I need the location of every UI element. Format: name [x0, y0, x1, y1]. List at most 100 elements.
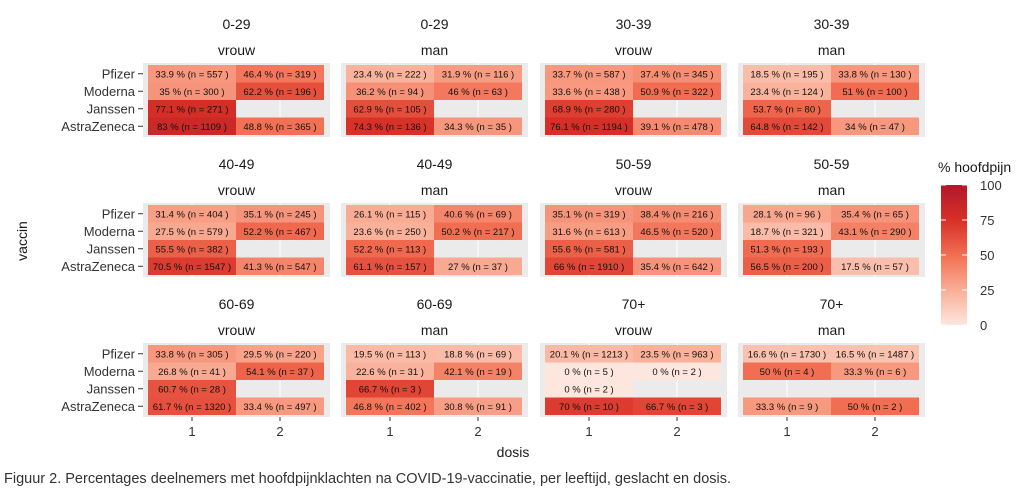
- cell-label: 46.8 % (n = 402 ): [353, 402, 426, 413]
- cell-label: 0 % (n = 2 ): [652, 367, 701, 378]
- cell-label: 33.8 % (n = 130 ): [838, 69, 911, 80]
- cell-label: 0 % (n = 2 ): [564, 384, 613, 395]
- heatmap-cell: [831, 362, 919, 380]
- panel-sex-title: vrouw: [615, 42, 653, 58]
- panel-age-title: 50-59: [814, 156, 850, 172]
- heatmap-cell: [831, 397, 919, 415]
- cell-label: 33.9 % (n = 557 ): [155, 69, 228, 80]
- heatmap-cell: [743, 257, 831, 275]
- cell-label: 34.3 % (n = 35 ): [444, 122, 512, 133]
- x-tick-label: 2: [871, 424, 878, 439]
- panel-age-title: 70+: [820, 296, 844, 312]
- heatmap-cell: [545, 257, 633, 275]
- heatmap-cell: [346, 82, 434, 100]
- legend-tick-label: 50: [980, 248, 994, 263]
- cell-label: 23.5 % (n = 963 ): [640, 349, 713, 360]
- heatmap-cell: [831, 82, 919, 100]
- heatmap-cell: [148, 257, 236, 275]
- heatmap-cell: [434, 222, 522, 240]
- legend-tick-label: 75: [980, 213, 994, 228]
- cell-label: 18.8 % (n = 69 ): [444, 349, 512, 360]
- heatmap-cell: [831, 117, 919, 135]
- y-tick-label: Janssen: [87, 241, 135, 256]
- cell-label: 23.6 % (n = 250 ): [353, 227, 426, 238]
- panel-sex-title: man: [421, 322, 448, 338]
- cell-label: 62.9 % (n = 105 ): [353, 104, 426, 115]
- heatmap-cell: [346, 380, 434, 398]
- x-tick-label: 1: [585, 424, 592, 439]
- heatmap-cell: [743, 397, 831, 415]
- heatmap-cell: [743, 82, 831, 100]
- heatmap-cell: [831, 205, 919, 223]
- heatmap-cell: [831, 345, 919, 363]
- cell-label: 70 % (n = 10 ): [559, 402, 619, 413]
- cell-label: 20.1 % (n = 1213 ): [550, 349, 628, 360]
- heatmap-cell: [434, 345, 522, 363]
- heatmap-cell: [831, 65, 919, 83]
- x-tick-label: 2: [474, 424, 481, 439]
- heatmap-cell: [346, 117, 434, 135]
- cell-label: 66.7 % (n = 3 ): [359, 384, 422, 395]
- cell-label: 40.6 % (n = 69 ): [444, 209, 512, 220]
- heatmap-cell: [148, 362, 236, 380]
- heatmap-cell: [545, 397, 633, 415]
- panel-sex-title: man: [818, 182, 845, 198]
- cell-label: 55.6 % (n = 581 ): [552, 244, 625, 255]
- cell-label: 50 % (n = 4 ): [760, 367, 815, 378]
- heatmap-cell: [633, 257, 721, 275]
- heatmap-cell: [434, 397, 522, 415]
- cell-label: 61.1 % (n = 157 ): [353, 262, 426, 273]
- heatmap-cell: [633, 117, 721, 135]
- cell-label: 27 % (n = 37 ): [448, 262, 508, 273]
- heatmap-cell: [633, 397, 721, 415]
- heatmap-cell: [743, 100, 831, 118]
- cell-label: 53.7 % (n = 80 ): [753, 104, 821, 115]
- heatmap-cell: [346, 100, 434, 118]
- heatmap-cell: [545, 222, 633, 240]
- cell-label: 31.6 % (n = 613 ): [552, 227, 625, 238]
- heatmap-cell: [148, 117, 236, 135]
- heatmap-cell: [148, 345, 236, 363]
- heatmap-cell: [346, 205, 434, 223]
- cell-label: 16.6 % (n = 1730 ): [748, 349, 826, 360]
- cell-label: 35 % (n = 300 ): [159, 87, 224, 98]
- panel-age-title: 70+: [622, 296, 646, 312]
- heatmap-cell: [633, 65, 721, 83]
- heatmap-cell: [236, 397, 324, 415]
- cell-label: 52.2 % (n = 113 ): [354, 244, 426, 255]
- cell-label: 50.2 % (n = 217 ): [441, 227, 514, 238]
- cell-label: 35.4 % (n = 65 ): [841, 209, 909, 220]
- cell-label: 27.5 % (n = 579 ): [155, 227, 228, 238]
- cell-label: 28.1 % (n = 96 ): [753, 209, 821, 220]
- cell-label: 34 % (n = 47 ): [845, 122, 905, 133]
- heatmap-cell: [743, 117, 831, 135]
- cell-label: 41.3 % (n = 547 ): [243, 262, 316, 273]
- cell-label: 35.1 % (n = 319 ): [552, 209, 625, 220]
- heatmap-cell: [346, 362, 434, 380]
- panel-sex-title: vrouw: [218, 182, 256, 198]
- cell-label: 42.1 % (n = 19 ): [444, 367, 512, 378]
- cell-label: 52.2 % (n = 467 ): [243, 227, 316, 238]
- cell-label: 46 % (n = 63 ): [448, 87, 508, 98]
- heatmap-cell: [236, 205, 324, 223]
- panel-age-title: 30-39: [616, 16, 652, 32]
- cell-label: 23.4 % (n = 124 ): [750, 87, 823, 98]
- panel-sex-title: vrouw: [615, 182, 653, 198]
- panel-sex-title: vrouw: [615, 322, 653, 338]
- x-tick-label: 1: [783, 424, 790, 439]
- panel-sex-title: man: [421, 182, 448, 198]
- heatmap-cell: [434, 117, 522, 135]
- panel-sex-title: man: [818, 42, 845, 58]
- y-tick-label: AstraZeneca: [61, 119, 135, 134]
- heatmap-cell: [831, 257, 919, 275]
- heatmap-cell: [633, 362, 721, 380]
- heatmap-cell: [236, 65, 324, 83]
- heatmap-cell: [148, 205, 236, 223]
- heatmap-cell: [633, 205, 721, 223]
- heatmap-cell: [545, 362, 633, 380]
- heatmap-cell: [434, 362, 522, 380]
- heatmap-cell: [236, 257, 324, 275]
- heatmap-cell: [346, 240, 434, 258]
- heatmap-cell: [434, 205, 522, 223]
- legend-tick-label: 100: [980, 178, 1002, 193]
